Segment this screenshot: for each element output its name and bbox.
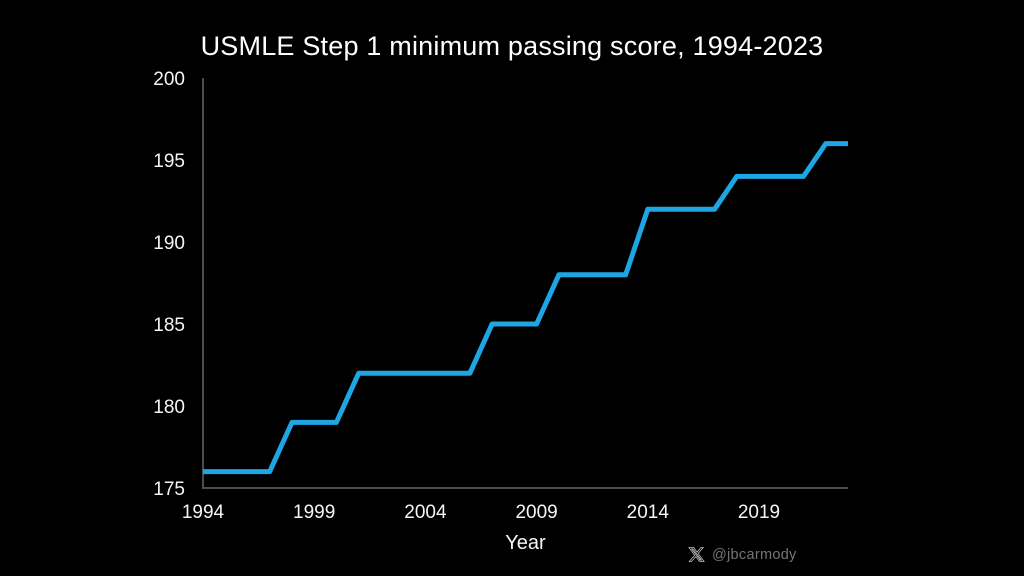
x-axis-ticks: 1994 1999 2004 2009 2014 2019 — [182, 502, 780, 523]
x-tick-label: 2019 — [738, 502, 780, 523]
x-tick-label: 1999 — [293, 502, 335, 523]
y-tick-label: 175 — [153, 479, 185, 500]
y-tick-label: 185 — [153, 315, 185, 336]
y-tick-label: 180 — [153, 397, 185, 418]
score-line — [203, 141, 848, 475]
chart-title: USMLE Step 1 minimum passing score, 1994… — [200, 31, 824, 61]
x-logo-icon — [688, 547, 705, 562]
x-axis-label: Year — [505, 532, 546, 554]
y-tick-label: 190 — [153, 233, 185, 254]
x-tick-label: 2009 — [515, 502, 557, 523]
axes — [202, 78, 848, 489]
x-tick-label: 2014 — [627, 502, 670, 523]
x-tick-label: 1994 — [182, 502, 225, 523]
watermark-handle: @jbcarmody — [712, 546, 797, 563]
y-axis-ticks: 175 180 185 190 195 200 — [153, 69, 185, 500]
watermark: @jbcarmody — [688, 546, 797, 563]
x-tick-label: 2004 — [404, 502, 447, 523]
y-tick-label: 200 — [153, 69, 185, 90]
y-tick-label: 195 — [153, 151, 185, 172]
